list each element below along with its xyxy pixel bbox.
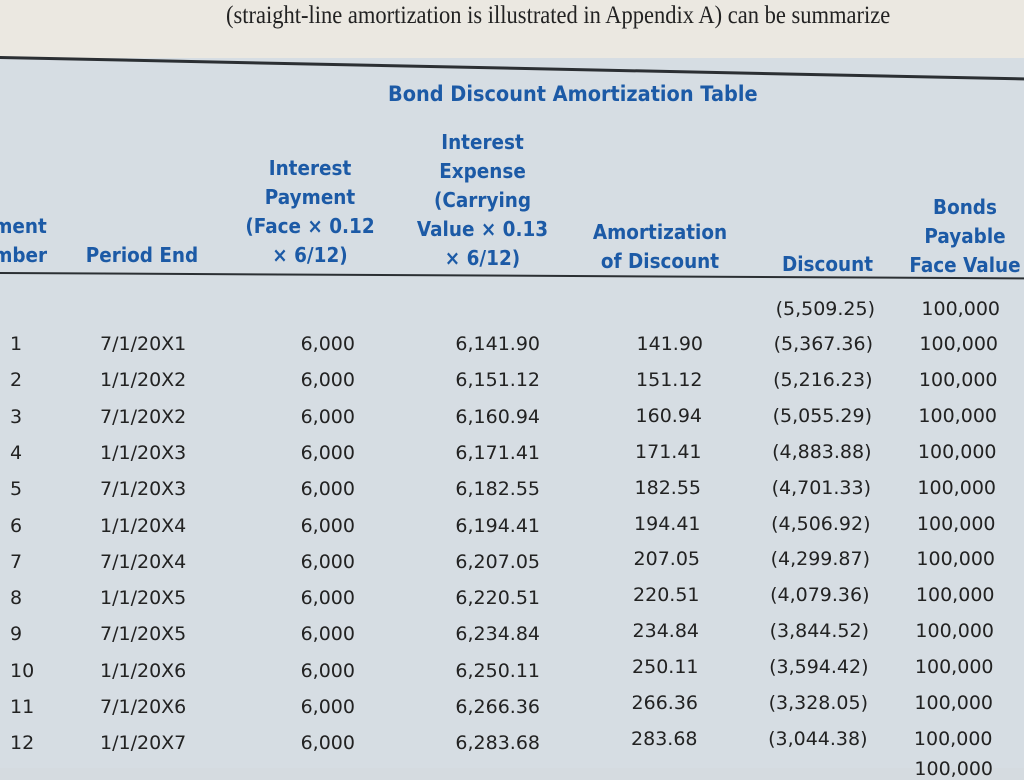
cell-period-end: 7/1/20X3 [100, 478, 187, 501]
cell-amortization: 194.41 [634, 512, 701, 535]
cell-amortization: 141.90 [636, 333, 703, 355]
cell-face-value: 100,000 [916, 512, 996, 535]
cell-face-value: 100,000 [916, 548, 995, 571]
cell-amortization: 160.94 [635, 404, 702, 427]
cell-amortization: 220.51 [633, 584, 700, 607]
cell-discount: (3,844.52) [769, 620, 869, 643]
cell-face-value: 100,000 [913, 727, 993, 750]
cell-row-number: 3 [10, 405, 23, 428]
header-discount: Discount [781, 252, 874, 276]
cell-interest-payment: 6,000 [300, 514, 355, 537]
cell-row-number: 12 [10, 732, 35, 755]
cell-period-end: 7/1/20X6 [100, 696, 187, 718]
cell-interest-expense: 6,141.90 [455, 333, 540, 355]
cell-discount: (5,367.36) [773, 333, 873, 355]
header-amortization: Amortization of Discount [592, 220, 728, 273]
cell-interest-expense: 6,220.51 [455, 587, 540, 610]
cell-interest-payment: 6,000 [300, 732, 355, 755]
cell-discount: (4,883.88) [772, 440, 872, 463]
cell-period-end: 7/1/20X2 [100, 405, 187, 428]
cell-interest-expense: 6,171.41 [455, 441, 540, 464]
cell-amortization: 207.05 [633, 548, 700, 571]
cell-amortization: 266.36 [631, 692, 698, 714]
cell-interest-expense: 6,160.94 [455, 405, 540, 428]
header-payment-number: ment mber [0, 214, 48, 267]
cell-interest-payment: 6,000 [300, 550, 355, 573]
cell-amortization: 182.55 [634, 476, 701, 499]
cell-row-number: 2 [10, 369, 23, 392]
cell-interest-payment: 6,000 [300, 623, 355, 646]
cell-interest-expense: 6,266.36 [455, 696, 540, 718]
cell-row-number: 5 [10, 478, 23, 501]
cell-period-end: 7/1/20X1 [100, 333, 187, 355]
cell-interest-expense: 6,234.84 [455, 623, 540, 646]
cell-row-number: 6 [10, 514, 23, 537]
cell-interest-payment: 6,000 [300, 587, 355, 610]
cell-interest-payment: 6,000 [300, 333, 355, 355]
cell-interest-expense: 6,151.12 [455, 369, 540, 392]
cell-discount: (4,299.87) [770, 548, 870, 571]
cell-period-end: 1/1/20X7 [100, 732, 187, 755]
cell-row-number: 10 [10, 659, 35, 682]
cell-face-value: 100,000 [914, 692, 993, 714]
page-paper [0, 0, 1024, 62]
cell-interest-expense: 6,194.41 [455, 514, 540, 537]
cell-discount: (5,216.23) [773, 368, 873, 391]
cell-row-number: 4 [10, 441, 23, 464]
cell-interest-payment: 6,000 [300, 478, 355, 501]
cell-row-number: 8 [10, 587, 23, 610]
cell-interest-payment: 6,000 [300, 441, 355, 464]
cell-amortization: 171.41 [635, 440, 702, 463]
intro-text: (straight-line amortization is illustrat… [226, 2, 891, 29]
cell-face-value: 100,000 [914, 656, 994, 679]
cell-discount: (4,506.92) [771, 512, 871, 535]
cell-row-number: 1 [10, 333, 23, 355]
cell-face-value: 100,000 [918, 368, 998, 391]
cell-face-value: 100,000 [917, 440, 997, 463]
cell-face-value: 100,000 [915, 584, 995, 607]
cell-period-end: 1/1/20X5 [100, 587, 187, 610]
cell-period-end: 1/1/20X2 [100, 369, 187, 392]
cell-amortization: 151.12 [636, 368, 703, 391]
cell-face-value: 100,000 [918, 404, 997, 427]
cell-discount: (4,079.36) [770, 584, 870, 607]
cell-discount: (3,328.05) [768, 692, 868, 714]
opening-discount: (5,509.25) [775, 298, 875, 320]
header-interest-payment: Interest Payment (Face × 0.12 × 6/12) [245, 156, 375, 267]
cell-row-number: 11 [10, 696, 35, 718]
cell-interest-payment: 6,000 [300, 369, 355, 392]
cell-face-value: 100,000 [919, 333, 998, 355]
table-title: Bond Discount Amortization Table [388, 82, 758, 106]
cell-period-end: 7/1/20X4 [100, 550, 187, 573]
cell-amortization: 283.68 [631, 727, 698, 750]
cell-amortization: 234.84 [632, 620, 699, 643]
cell-interest-payment: 6,000 [300, 696, 355, 718]
header-face-value: Bonds Payable Face Value [909, 195, 1021, 277]
cell-interest-payment: 6,000 [300, 405, 355, 428]
cell-face-value: 100,000 [915, 620, 994, 643]
cell-period-end: 1/1/20X4 [100, 514, 187, 537]
header-interest-expense: Interest Expense (Carrying Value × 0.13 … [416, 130, 549, 270]
cell-row-number: 7 [10, 550, 23, 573]
opening-face-value: 100,000 [921, 298, 1000, 320]
cell-interest-expense: 6,250.11 [455, 659, 540, 682]
cell-discount: (5,055.29) [772, 404, 872, 427]
cell-period-end: 1/1/20X3 [100, 441, 187, 464]
cell-discount: (3,594.42) [769, 656, 869, 679]
cell-interest-expense: 6,283.68 [455, 732, 540, 755]
header-period-end: Period End [85, 243, 199, 267]
cell-face-value-partial: 100,000 [914, 758, 993, 780]
cell-row-number: 9 [10, 623, 23, 646]
cell-interest-payment: 6,000 [300, 659, 355, 682]
cell-interest-expense: 6,182.55 [455, 478, 540, 501]
cell-period-end: 7/1/20X5 [100, 623, 187, 646]
cell-period-end: 1/1/20X6 [100, 659, 187, 682]
table-panel [0, 58, 1024, 768]
cell-face-value: 100,000 [917, 476, 996, 499]
cell-discount: (4,701.33) [771, 476, 871, 499]
cell-interest-expense: 6,207.05 [455, 550, 540, 573]
cell-amortization: 250.11 [632, 656, 699, 679]
cell-discount: (3,044.38) [768, 727, 868, 750]
